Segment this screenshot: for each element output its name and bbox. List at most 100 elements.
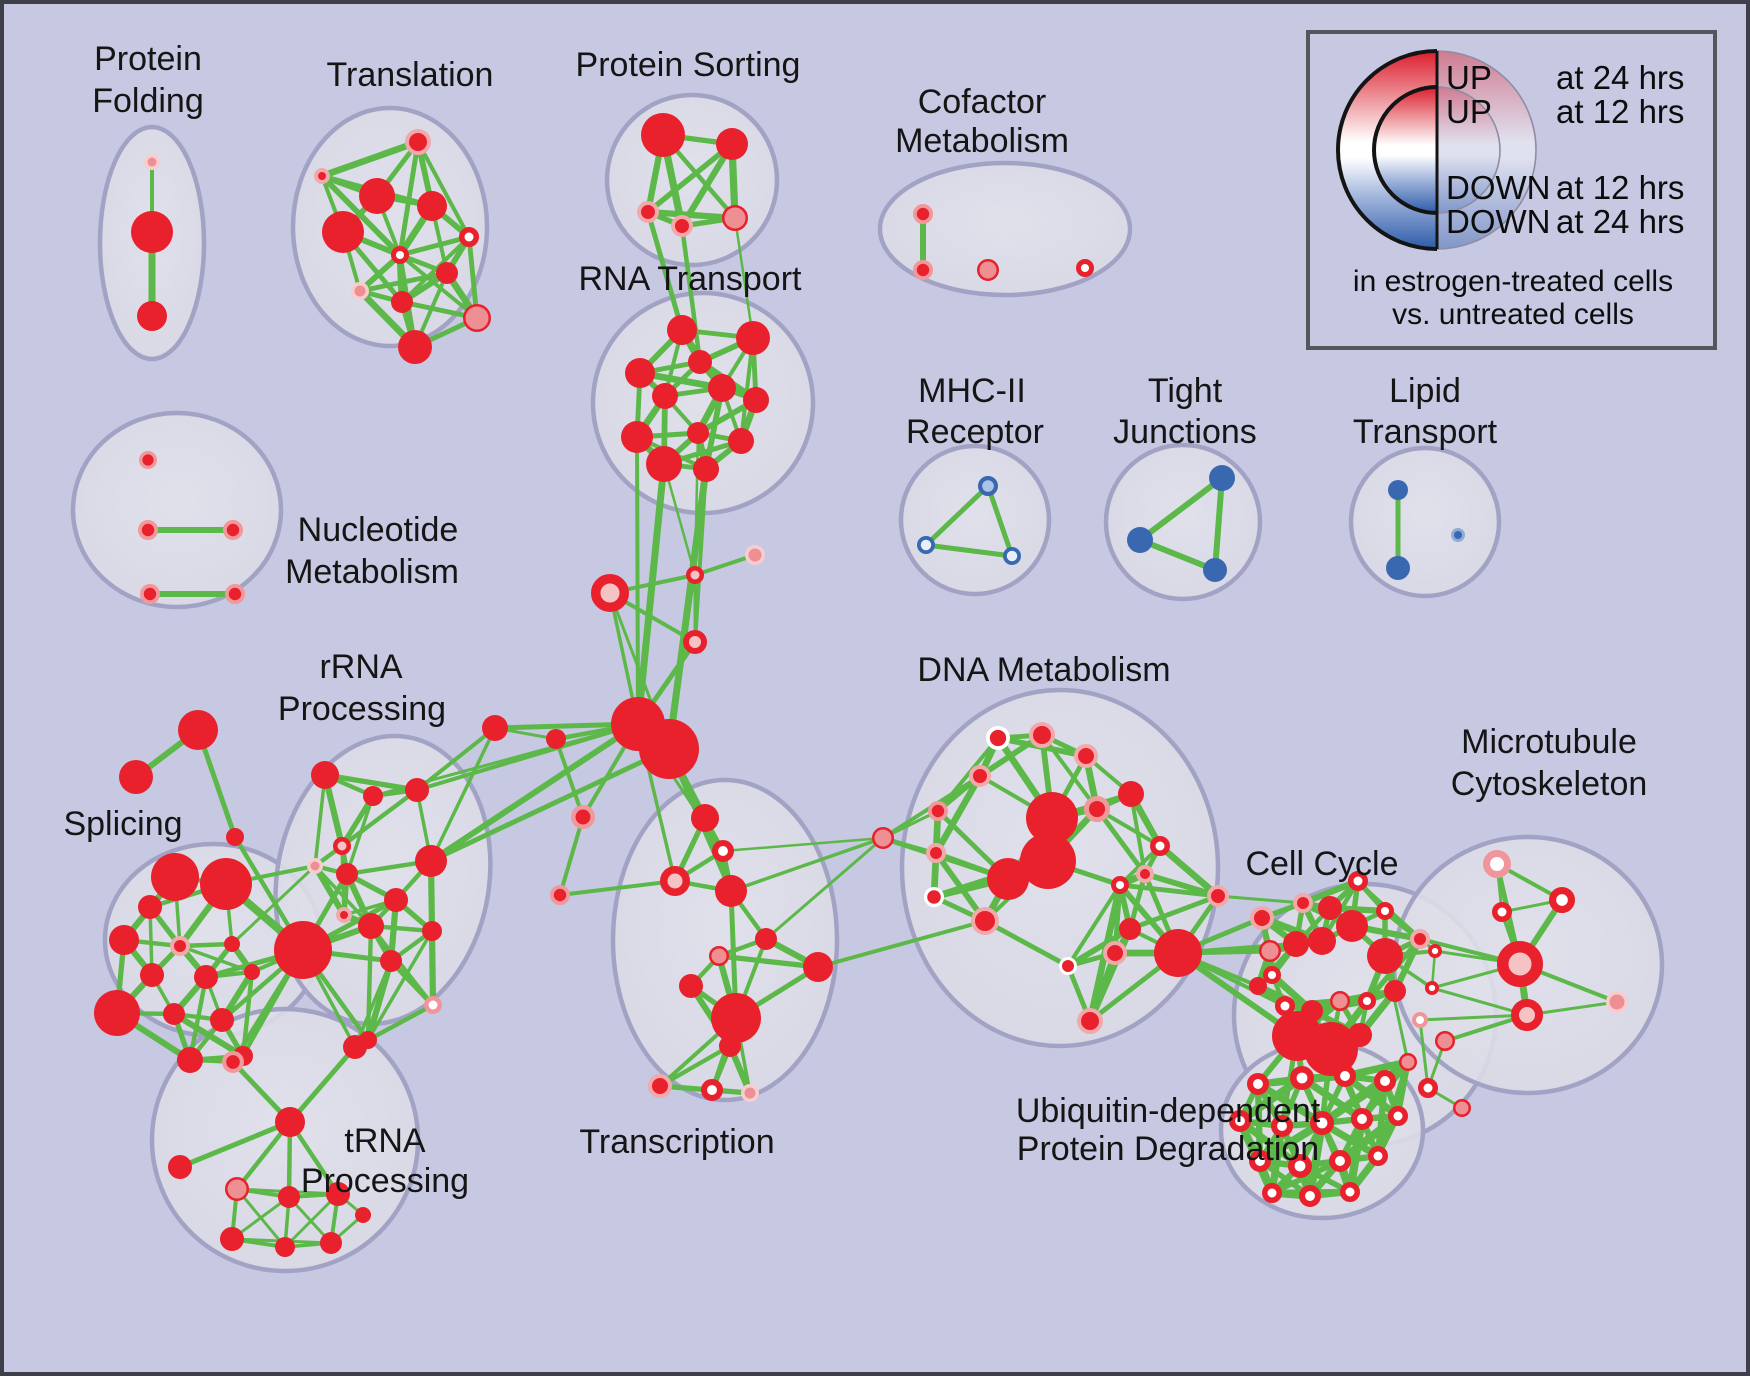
network-node <box>225 1177 249 1201</box>
legend-caption: in estrogen-treated cells <box>1353 265 1673 298</box>
network-edge <box>1430 986 1529 1017</box>
network-node <box>637 201 659 223</box>
network-node <box>459 227 479 247</box>
network-node <box>1399 1053 1417 1071</box>
cluster-label-protein-sorting: Protein Sorting <box>576 46 801 84</box>
network-node <box>322 211 364 253</box>
network-edge <box>739 336 755 443</box>
network-node <box>139 450 158 469</box>
network-edge <box>923 542 1015 559</box>
cluster-label-splicing: Splicing <box>63 805 182 843</box>
cluster-label-mhc-ii-receptor: Receptor <box>906 413 1044 451</box>
network-node <box>1384 980 1406 1002</box>
network-node <box>621 421 653 453</box>
network-node <box>1209 465 1235 491</box>
network-edge <box>932 772 984 857</box>
network-node <box>1229 1110 1252 1133</box>
network-node <box>222 520 243 541</box>
cluster-label-protein-folding: Folding <box>92 82 204 120</box>
network-node <box>1259 940 1281 962</box>
network-node <box>1262 1183 1282 1203</box>
network-node <box>1318 896 1342 920</box>
network-node <box>646 446 682 482</box>
network-node <box>926 843 946 863</box>
network-node <box>550 885 571 906</box>
network-edge <box>1137 537 1218 573</box>
cluster-label-lipid-transport: Transport <box>1353 413 1498 451</box>
network-node <box>391 291 413 313</box>
network-edge <box>721 836 885 853</box>
network-edge <box>644 208 739 222</box>
network-node <box>872 827 894 849</box>
network-edge <box>985 483 1015 559</box>
cluster-label-rrna-processing: rRNA <box>319 648 402 686</box>
network-node <box>398 330 432 364</box>
network-node <box>1299 1185 1322 1208</box>
network-node <box>1026 792 1078 844</box>
network-node <box>1075 259 1094 278</box>
network-node <box>1367 938 1403 974</box>
network-node <box>194 965 218 989</box>
network-edge <box>657 1043 733 1089</box>
network-edge <box>693 467 708 644</box>
network-edge <box>1269 1158 1343 1196</box>
network-node <box>743 387 769 413</box>
network-node <box>917 536 936 555</box>
network-node <box>1330 991 1350 1011</box>
network-edge <box>1255 1118 1327 1166</box>
network-edge <box>366 929 434 1042</box>
network-edge <box>1066 883 1122 968</box>
network-node <box>1118 781 1144 807</box>
network-node <box>380 950 402 972</box>
cluster-label-rna-transport: RNA Transport <box>579 260 803 298</box>
network-node <box>1136 865 1154 883</box>
cluster-ellipse-cofactor-metabolism <box>877 160 1133 298</box>
network-node <box>109 925 139 955</box>
network-node <box>178 710 218 750</box>
network-edge <box>283 1192 340 1249</box>
network-node <box>683 630 707 654</box>
network-node <box>969 765 991 787</box>
network-node <box>985 725 1010 750</box>
cluster-labels: Protein Folding Translation Protein Sorting… <box>63 40 1647 1200</box>
network-edge <box>1156 842 1222 900</box>
network-node <box>1329 1150 1352 1173</box>
network-edge <box>1418 1018 1430 1090</box>
cluster-label-cell-cycle: Cell Cycle <box>1245 845 1398 883</box>
network-edge <box>318 138 422 180</box>
legend-fade-overlay <box>1437 51 1536 249</box>
cluster-label-tight-junctions: Junctions <box>1113 413 1257 451</box>
cluster-label-ubiquitin-degradation: Ubiquitin-dependent <box>1016 1092 1321 1130</box>
network-node <box>648 1074 672 1098</box>
cluster-label-microtubule-cytoskeleton: Microtubule <box>1461 723 1637 761</box>
network-node <box>1334 1065 1357 1088</box>
network-node <box>138 895 162 919</box>
network-node <box>140 963 164 987</box>
network-node <box>1110 875 1129 894</box>
cluster-label-cofactor-metabolism: Metabolism <box>895 122 1069 160</box>
network-node <box>424 996 442 1014</box>
network-edge <box>558 879 677 897</box>
network-edge <box>923 483 991 548</box>
network-node <box>436 262 458 284</box>
network-node <box>709 946 729 966</box>
network-node <box>691 804 719 832</box>
network-node <box>687 422 709 444</box>
network-node <box>314 168 330 184</box>
network-node <box>1119 918 1141 940</box>
network-node <box>1340 1182 1360 1202</box>
network-edge <box>187 974 209 1063</box>
network-node <box>1351 1108 1374 1131</box>
network-node <box>405 129 431 155</box>
network-edge <box>1268 1122 1286 1197</box>
cluster-label-nucleotide-metabolism: Nucleotide <box>298 511 459 549</box>
network-node <box>625 358 655 388</box>
network-node <box>715 875 747 907</box>
network-node <box>712 840 735 863</box>
network-node <box>686 566 704 584</box>
network-node <box>221 1050 244 1073</box>
network-node <box>139 584 160 605</box>
network-node <box>358 913 384 939</box>
